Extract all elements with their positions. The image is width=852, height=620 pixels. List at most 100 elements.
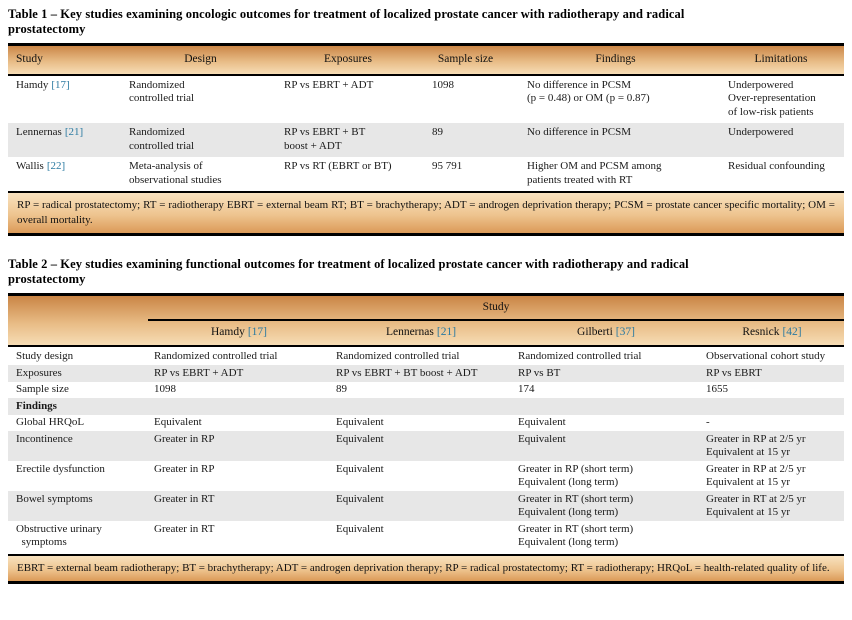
value-cell: Greater in RT (short term) Equivalent (l… [518,492,634,519]
design-cell: Meta-analysis of observational studies [129,160,222,186]
value-cell: 174 [518,383,535,395]
tables-gap [8,236,844,257]
limitations-cell: Underpowered [728,126,794,138]
study-name: Gilberti [577,325,613,338]
table-row-incontinence: Incontinence Greater in RP Equivalent Eq… [8,431,845,461]
table2-group-header-row: Study [8,293,845,321]
sample-size-cell: 89 [432,126,443,138]
table1-header-row: Study Design Exposures Sample size Findi… [8,43,844,76]
design-cell: Randomized controlled trial [129,78,195,105]
table-section-row-findings: Findings [8,398,845,415]
column-header-sample-size: Sample size [418,43,513,76]
column-header-lennernas: Lennernas [21] [330,319,512,347]
table-row-bowel-symptoms: Bowel symptoms Greater in RT Equivalent … [8,491,845,521]
row-label: Study design [16,350,74,362]
findings-cell: No difference in PCSM [527,126,631,138]
sample-size-cell: 1098 [432,78,454,91]
table-row-exposures: Exposures RP vs EBRT + ADT RP vs EBRT + … [8,365,845,382]
column-header-exposures: Exposures [278,43,418,76]
citation-link[interactable]: [17] [51,78,70,91]
value-cell: Equivalent [336,432,384,445]
column-header-design: Design [123,43,278,76]
value-cell: Greater in RP at 2/5 yr Equivalent at 15… [706,462,806,489]
value-cell: Equivalent [518,416,566,428]
column-header-findings: Findings [513,43,718,76]
group-header-study: Study [148,293,845,321]
sample-size-cell: 95 791 [432,160,463,172]
section-label: Findings [16,399,57,412]
findings-cell: No difference in PCSM (p = 0.48) or OM (… [527,78,650,105]
findings-cell: Higher OM and PCSM among patients treate… [527,160,662,186]
value-cell: Greater in RP at 2/5 yr Equivalent at 15… [706,432,806,459]
column-header-gilberti: Gilberti [37] [512,319,700,347]
value-cell: Observational cohort study [706,350,826,362]
value-cell: Greater in RT [154,492,215,505]
citation-link[interactable]: [22] [46,160,66,172]
value-cell [700,521,844,554]
value-cell: RP vs BT [518,366,561,379]
column-header-hamdy: Hamdy [17] [148,319,330,347]
exposures-cell: RP vs EBRT + BT boost + ADT [284,126,366,152]
table-row-wallis: Wallis [22] Meta-analysis of observationa… [8,157,844,191]
row-label: Sample size [16,383,69,395]
limitations-cell: Residual confounding [728,160,825,172]
value-cell: Randomized controlled trial [154,350,278,362]
value-cell: RP vs EBRT [706,366,762,379]
study-name: Wallis [16,160,44,172]
value-cell: Greater in RP (short term) Equivalent (l… [518,462,634,489]
value-cell: Greater in RT [154,522,215,535]
table2-study-names-row: Hamdy [17] Lennernas [21] Gilberti [37] Res… [8,319,845,347]
column-header-study: Study [8,43,123,76]
study-name: Hamdy [16,78,49,91]
study-cell: Wallis [22] [8,157,123,191]
design-cell: Randomized controlled trial [129,126,195,152]
value-cell: RP vs EBRT + ADT [154,366,244,379]
table1-title: Table 1 – Key studies examining oncologi… [8,7,685,36]
value-cell: Equivalent [336,462,384,475]
table-row-study-design: Study design Randomized controlled trial… [8,346,844,365]
exposures-cell: RP vs RT (EBRT or BT) [284,160,392,172]
table-row-erectile-dysfunction: Erectile dysfunction Greater in RP Equiv… [8,461,844,491]
table-row-lennernas: Lennernas [21] Randomized controlled tria… [8,123,844,157]
value-cell: Equivalent [336,416,384,428]
table1-footnote: RP = radical prostatectomy; RT = radioth… [8,191,844,236]
value-cell: Greater in RP [154,462,215,475]
column-header-limitations: Limitations [718,43,844,76]
limitations-cell: Underpowered Over-representation of low-… [728,78,816,118]
value-cell: Randomized controlled trial [336,350,460,362]
value-cell: - [706,416,710,428]
row-label: Exposures [16,366,62,379]
value-cell: Randomized controlled trial [518,350,642,362]
exposures-cell: RP vs EBRT + ADT [284,78,374,91]
value-cell: Greater in RT (short term) Equivalent (l… [518,522,634,549]
value-cell: RP vs EBRT + BT boost + ADT [336,366,478,379]
value-cell: Greater in RP [154,432,215,445]
row-label: Obstructive urinary symptoms [16,522,102,549]
row-label: Bowel symptoms [16,492,93,505]
table-row-hamdy: Hamdy [17] Randomized controlled trial RP… [8,75,844,124]
table2-footnote: EBRT = external beam radiotherapy; BT = … [8,553,844,584]
citation-link[interactable]: [42] [782,325,802,338]
value-cell: 89 [336,383,347,395]
figure-page: Table 1 – Key studies examining oncologi… [8,7,845,584]
value-cell: Equivalent [336,522,384,535]
table2-title: Table 2 – Key studies examining function… [8,257,689,286]
study-cell: Hamdy [17] [8,75,123,124]
header-corner-cell [8,319,148,347]
study-name: Resnick [742,325,780,338]
column-header-resnick: Resnick [42] [700,319,845,347]
citation-link[interactable]: [17] [247,325,268,338]
row-label: Global HRQoL [16,416,85,428]
table2-header: Study Hamdy [17] Lennernas [21] Gilberti [3… [8,293,845,347]
citation-link[interactable]: [37] [615,325,635,338]
header-corner-cell [8,293,148,320]
table2: Study Hamdy [17] Lennernas [21] Gilberti [3… [8,293,845,554]
table1-header: Study Design Exposures Sample size Findi… [8,43,844,76]
table-row-global-hrqol: Global HRQoL Equivalent Equivalent Equiv… [8,415,844,432]
study-name: Lennernas [385,325,434,338]
citation-link[interactable]: [21] [64,126,84,138]
value-cell: Equivalent [336,492,384,505]
row-label: Erectile dysfunction [16,462,105,475]
study-name: Lennernas [16,126,62,138]
citation-link[interactable]: [21] [436,325,457,338]
